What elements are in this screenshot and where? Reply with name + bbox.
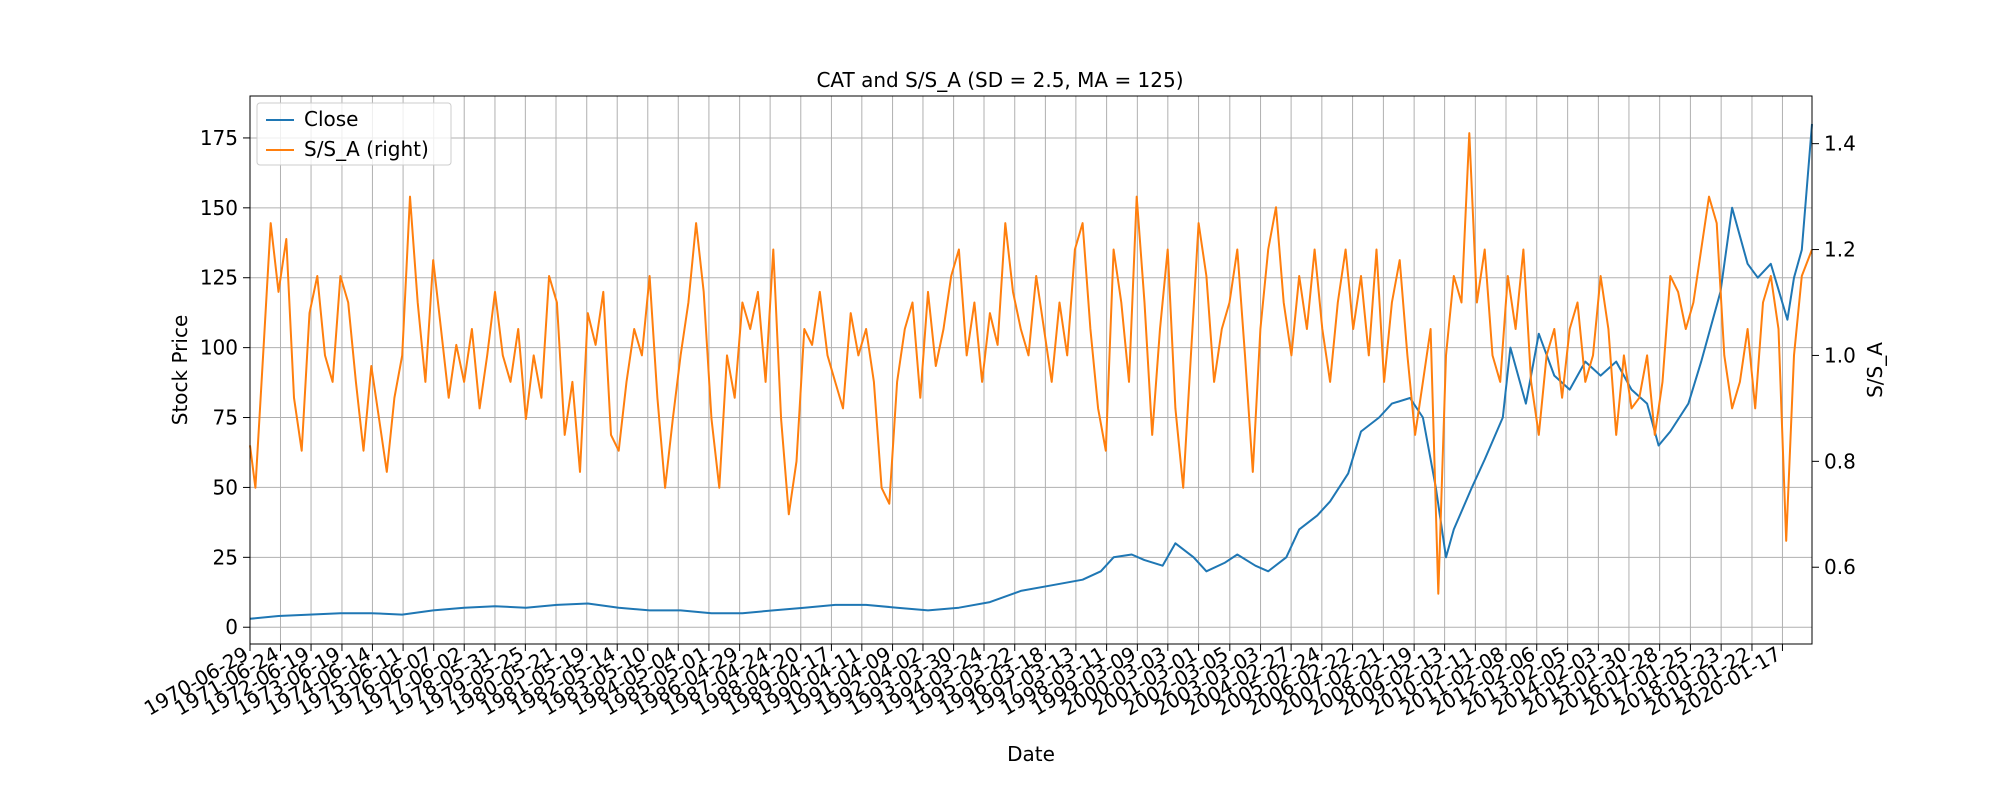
x-axis-label: Date: [1007, 742, 1055, 766]
y-axis-label-right: S/S_A: [1863, 342, 1887, 398]
y-tick-label-left: 100: [200, 336, 238, 360]
y-tick-label-left: 175: [200, 126, 238, 150]
plot-frame: [249, 95, 1813, 645]
y-tick-label-right: 1.2: [1824, 238, 1856, 262]
legend-close-label: Close: [304, 107, 358, 131]
plot-area: [249, 123, 1813, 620]
y-tick-label-right: 0.6: [1824, 555, 1856, 579]
legend: Close S/S_A (right): [256, 102, 452, 166]
y-tick-label-left: 50: [213, 475, 238, 499]
y-tick-label-right: 1.4: [1824, 132, 1856, 156]
y-tick-label-left: 75: [213, 406, 238, 430]
series-close-line: [249, 123, 1813, 620]
y-tick-label-right: 1.0: [1824, 343, 1856, 367]
y-tick-label-left: 150: [200, 196, 238, 220]
y-tick-label-left: 125: [200, 266, 238, 290]
y-tick-label-left: 25: [213, 545, 238, 569]
legend-ssa-label: S/S_A (right): [304, 137, 429, 161]
y-axis-label-left: Stock Price: [168, 315, 192, 426]
chart-title: CAT and S/S_A (SD = 2.5, MA = 125): [816, 68, 1183, 92]
legend-box: [256, 102, 452, 166]
y-tick-label-left: 0: [225, 615, 238, 639]
axis-ticks: 02550751001251501750.60.81.01.21.41970-0…: [140, 126, 1856, 721]
y-tick-label-right: 0.8: [1824, 449, 1856, 473]
series-ssa-line: [249, 132, 1813, 595]
